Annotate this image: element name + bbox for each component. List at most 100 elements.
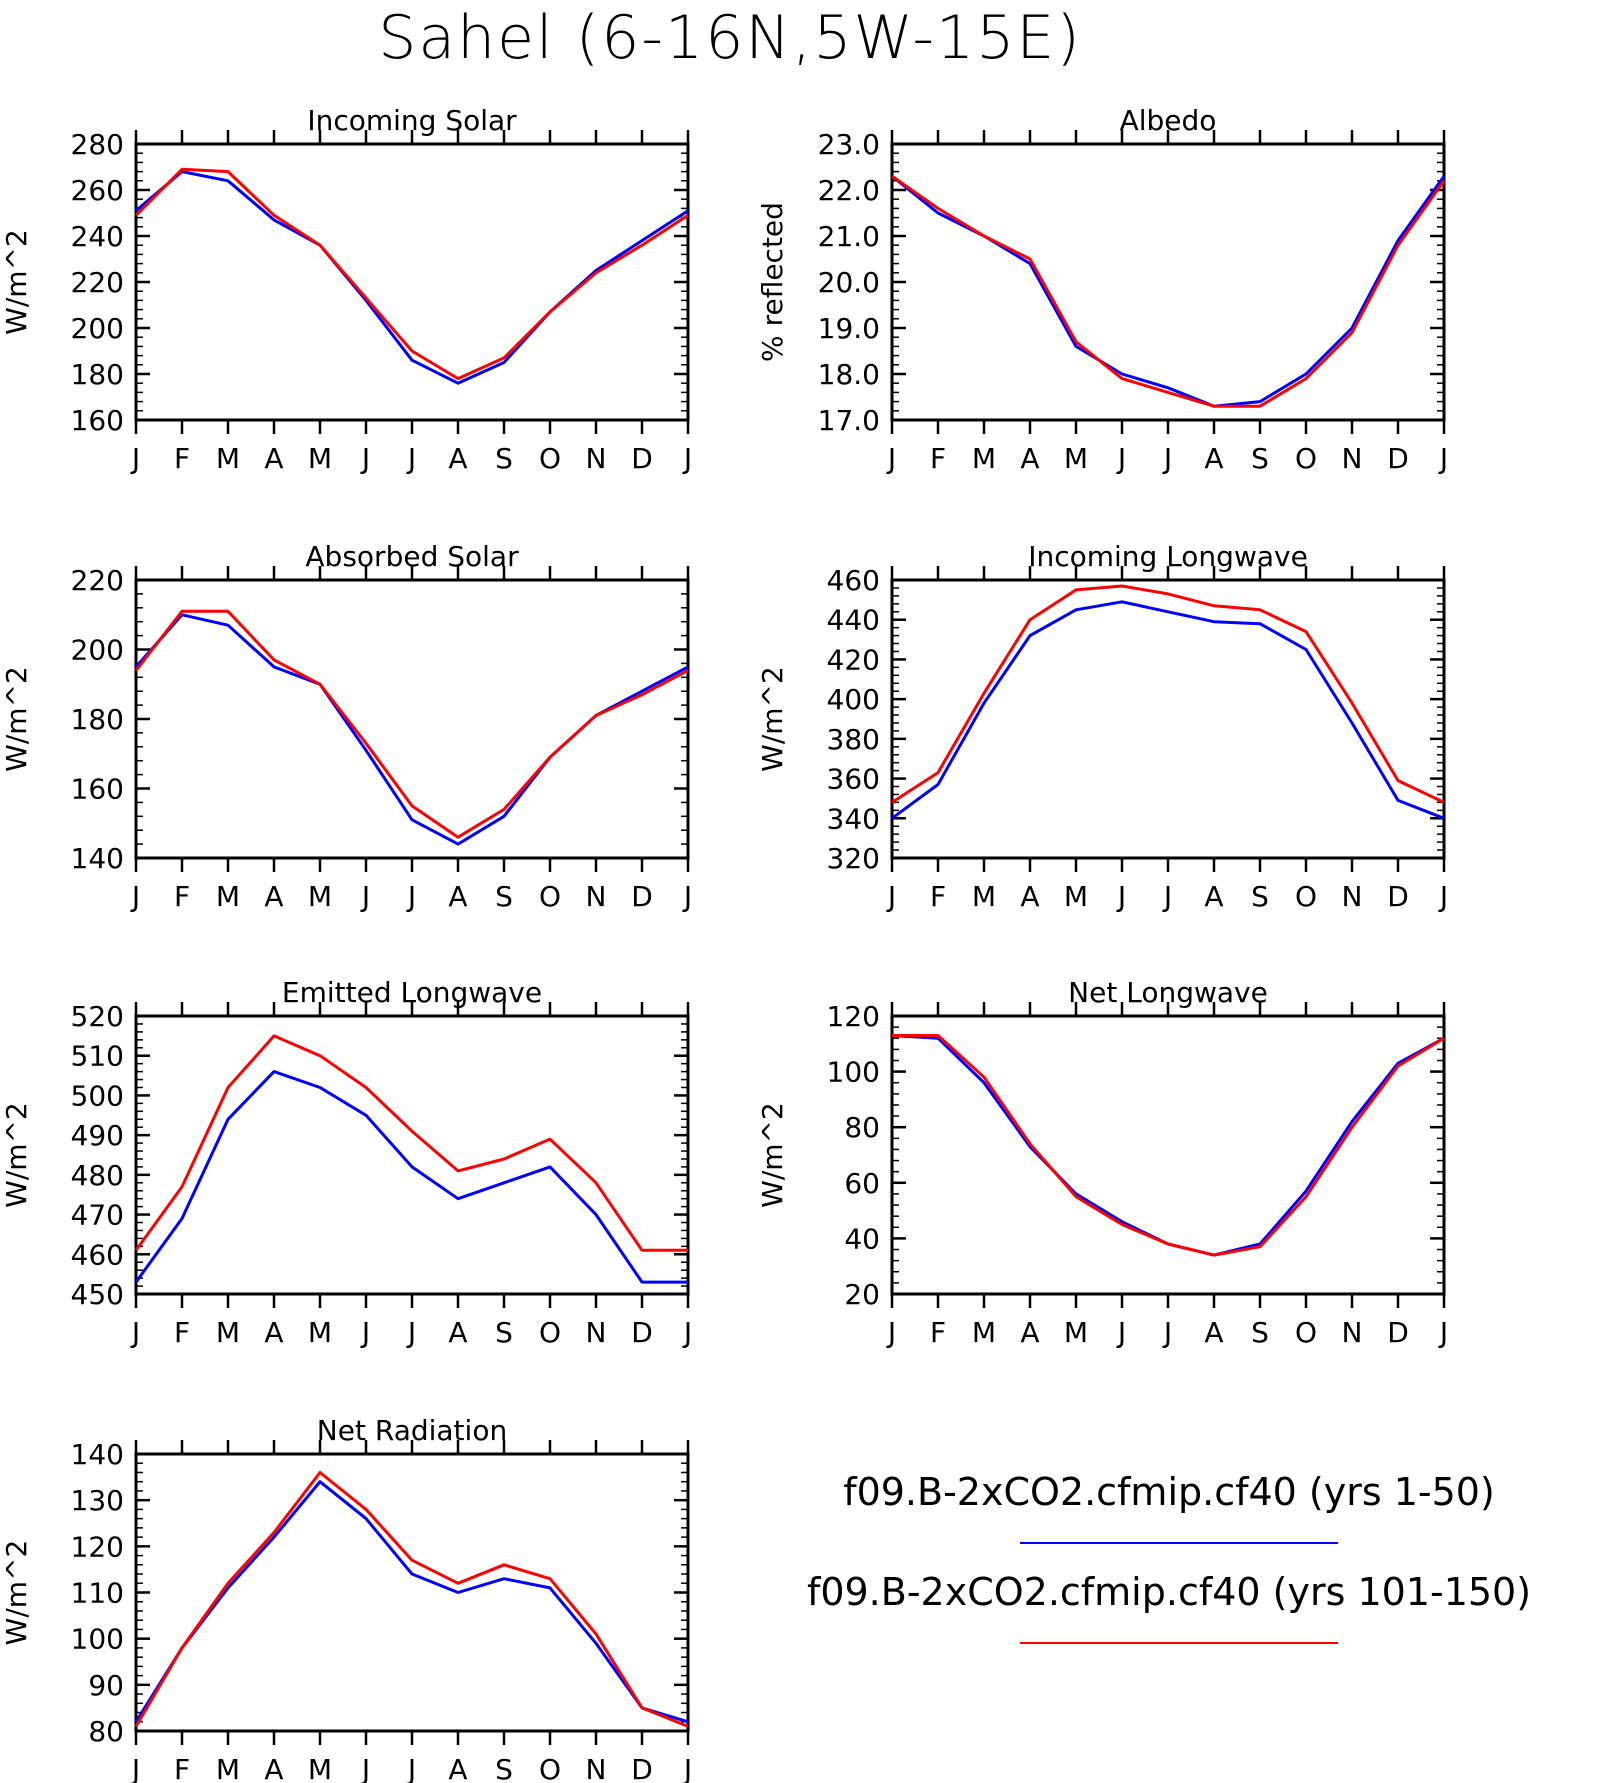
x-tick-label: S	[495, 1316, 513, 1349]
y-tick-label: 340	[827, 802, 880, 835]
y-tick-label: 60	[844, 1167, 880, 1200]
x-tick-label: S	[1251, 1316, 1269, 1349]
y-tick-label: 470	[71, 1199, 124, 1232]
x-tick-label: J	[360, 442, 370, 475]
x-tick-label: D	[1387, 880, 1409, 913]
x-tick-label: J	[130, 442, 140, 475]
x-tick-label: J	[1116, 1316, 1126, 1349]
x-tick-label: S	[495, 880, 513, 913]
x-tick-label: M	[972, 442, 996, 475]
y-tick-label: 120	[827, 1000, 880, 1033]
x-tick-label: M	[972, 880, 996, 913]
x-tick-label: A	[1020, 880, 1039, 913]
x-tick-label: M	[972, 1316, 996, 1349]
y-axis-label: W/m^2	[0, 1540, 33, 1646]
x-tick-label: A	[1204, 1316, 1223, 1349]
plot-frame	[134, 1014, 690, 1296]
x-tick-label: J	[886, 442, 896, 475]
y-tick-label: 460	[71, 1238, 124, 1271]
y-axis-label: W/m^2	[0, 229, 33, 335]
x-tick-label: J	[1162, 1316, 1172, 1349]
x-tick-label: J	[886, 880, 896, 913]
figure-title: Sahel (6-16N,5W-15E)	[378, 3, 1082, 73]
x-tick-label: O	[1295, 880, 1317, 913]
y-tick-label: 480	[71, 1159, 124, 1192]
x-tick-label: A	[448, 880, 467, 913]
x-tick-label: J	[682, 1316, 692, 1349]
x-tick-label: M	[1064, 442, 1088, 475]
x-tick-label: O	[539, 442, 561, 475]
series-line-red	[134, 609, 689, 839]
y-tick-label: 120	[71, 1530, 124, 1563]
plot-frame	[134, 1452, 690, 1733]
x-tick-label: J	[682, 442, 692, 475]
x-tick-label: N	[586, 1753, 607, 1783]
y-tick-label: 160	[71, 773, 124, 806]
y-tick-label: 22.0	[818, 174, 880, 207]
panel-incoming-longwave: Incoming Longwave32034036038040042044046…	[756, 540, 1448, 913]
y-tick-label: 460	[827, 564, 880, 597]
x-tick-label: J	[360, 1316, 370, 1349]
x-tick-label: N	[1342, 880, 1363, 913]
y-tick-label: 40	[844, 1222, 880, 1255]
x-tick-label: M	[216, 442, 240, 475]
y-tick-label: 510	[71, 1040, 124, 1073]
x-tick-label: F	[930, 442, 946, 475]
y-tick-label: 130	[71, 1484, 124, 1517]
y-tick-label: 490	[71, 1119, 124, 1152]
y-tick-label: 180	[71, 703, 124, 736]
y-axis-label: W/m^2	[0, 666, 33, 772]
x-tick-label: A	[448, 1316, 467, 1349]
x-tick-label: O	[1295, 442, 1317, 475]
x-tick-label: J	[360, 880, 370, 913]
series-line-red	[892, 1034, 1445, 1257]
x-tick-label: O	[539, 1753, 561, 1783]
x-tick-label: S	[1251, 880, 1269, 913]
series-line-red	[134, 1471, 689, 1728]
y-axis-label: % reflected	[756, 202, 789, 362]
x-tick-label: J	[1116, 442, 1126, 475]
y-tick-label: 320	[827, 842, 880, 875]
y-tick-label: 100	[827, 1056, 880, 1089]
y-tick-label: 400	[827, 683, 880, 716]
x-tick-label: S	[495, 1753, 513, 1783]
series-line-red	[134, 167, 689, 381]
x-tick-label: J	[1162, 880, 1172, 913]
series-line-blue	[891, 175, 1446, 408]
x-tick-label: F	[174, 1753, 190, 1783]
x-tick-label: J	[1438, 880, 1448, 913]
x-tick-label: D	[1387, 442, 1409, 475]
x-tick-label: A	[264, 1316, 283, 1349]
x-tick-label: J	[1162, 442, 1172, 475]
x-tick-label: F	[930, 1316, 946, 1349]
x-tick-label: J	[406, 1316, 416, 1349]
x-tick-label: A	[448, 1753, 467, 1783]
y-tick-label: 520	[71, 1000, 124, 1033]
plot-frame	[890, 142, 1446, 422]
x-tick-label: N	[1342, 442, 1363, 475]
x-tick-label: A	[264, 442, 283, 475]
y-tick-label: 80	[88, 1715, 124, 1748]
plot-frame	[134, 142, 690, 422]
y-tick-label: 20.0	[818, 266, 880, 299]
x-tick-label: M	[216, 1753, 240, 1783]
x-tick-label: S	[1251, 442, 1269, 475]
y-tick-label: 23.0	[818, 128, 880, 161]
x-tick-label: J	[1438, 442, 1448, 475]
x-tick-label: F	[174, 1316, 190, 1349]
x-tick-label: M	[308, 1753, 332, 1783]
x-tick-label: O	[539, 1316, 561, 1349]
series-line-blue	[134, 1480, 689, 1724]
x-tick-label: A	[1020, 1316, 1039, 1349]
y-tick-label: 110	[71, 1577, 124, 1610]
x-tick-label: A	[1020, 442, 1039, 475]
y-tick-label: 420	[827, 643, 880, 676]
y-tick-label: 100	[71, 1623, 124, 1656]
y-tick-label: 17.0	[818, 404, 880, 437]
x-tick-label: J	[406, 880, 416, 913]
